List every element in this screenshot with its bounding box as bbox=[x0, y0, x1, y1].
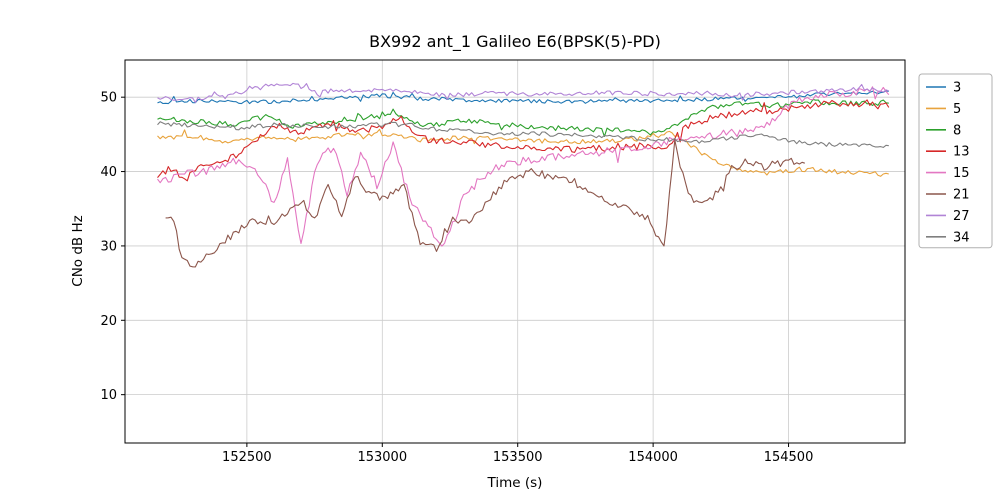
y-tick-label: 40 bbox=[100, 165, 117, 180]
x-tick-label: 153500 bbox=[493, 450, 543, 465]
series-line-27 bbox=[157, 82, 889, 103]
y-axis-label: CNo dB Hz bbox=[70, 215, 86, 286]
legend-label: 27 bbox=[953, 209, 970, 224]
legend-item: 27 bbox=[926, 209, 970, 224]
legend-item: 8 bbox=[926, 123, 961, 138]
plot-area: 152500 153000 153500 154000 154500 10 20 30 40 50 bbox=[100, 59, 906, 465]
series-line-5 bbox=[157, 128, 889, 177]
x-tick-label: 154000 bbox=[628, 450, 678, 465]
legend-label: 15 bbox=[953, 166, 970, 181]
y-tick-label: 20 bbox=[100, 314, 117, 329]
plot-border bbox=[124, 59, 906, 444]
legend-box bbox=[918, 73, 993, 249]
legend-item: 13 bbox=[926, 145, 970, 160]
series-line-21 bbox=[165, 139, 805, 268]
y-tick-label: 50 bbox=[100, 91, 117, 106]
legend-item: 15 bbox=[926, 166, 970, 181]
legend: 3 5 8 13 15 21 27 34 bbox=[918, 73, 993, 249]
x-tick-label: 154500 bbox=[764, 450, 814, 465]
legend-label: 3 bbox=[953, 81, 961, 96]
y-tick-label: 10 bbox=[100, 388, 117, 403]
legend-label: 5 bbox=[953, 102, 961, 117]
legend-item: 21 bbox=[926, 188, 970, 203]
legend-item: 5 bbox=[926, 102, 961, 117]
legend-label: 21 bbox=[953, 188, 970, 203]
x-tick-label: 152500 bbox=[222, 450, 272, 465]
legend-label: 34 bbox=[953, 230, 970, 245]
x-tick-label: 153000 bbox=[357, 450, 407, 465]
legend-label: 8 bbox=[953, 123, 961, 138]
y-tick-label: 30 bbox=[100, 239, 117, 254]
x-axis-label: Time (s) bbox=[487, 475, 543, 491]
series-line-15 bbox=[157, 86, 890, 247]
legend-label: 13 bbox=[953, 145, 970, 160]
legend-item: 34 bbox=[926, 230, 970, 245]
series-line-3 bbox=[157, 90, 889, 105]
legend-item: 3 bbox=[926, 81, 961, 96]
series-line-8 bbox=[157, 98, 889, 137]
series-line-34 bbox=[157, 121, 889, 148]
chart-title: BX992 ant_1 Galileo E6(BPSK(5)-PD) bbox=[369, 32, 661, 52]
series-line-13 bbox=[157, 99, 890, 182]
